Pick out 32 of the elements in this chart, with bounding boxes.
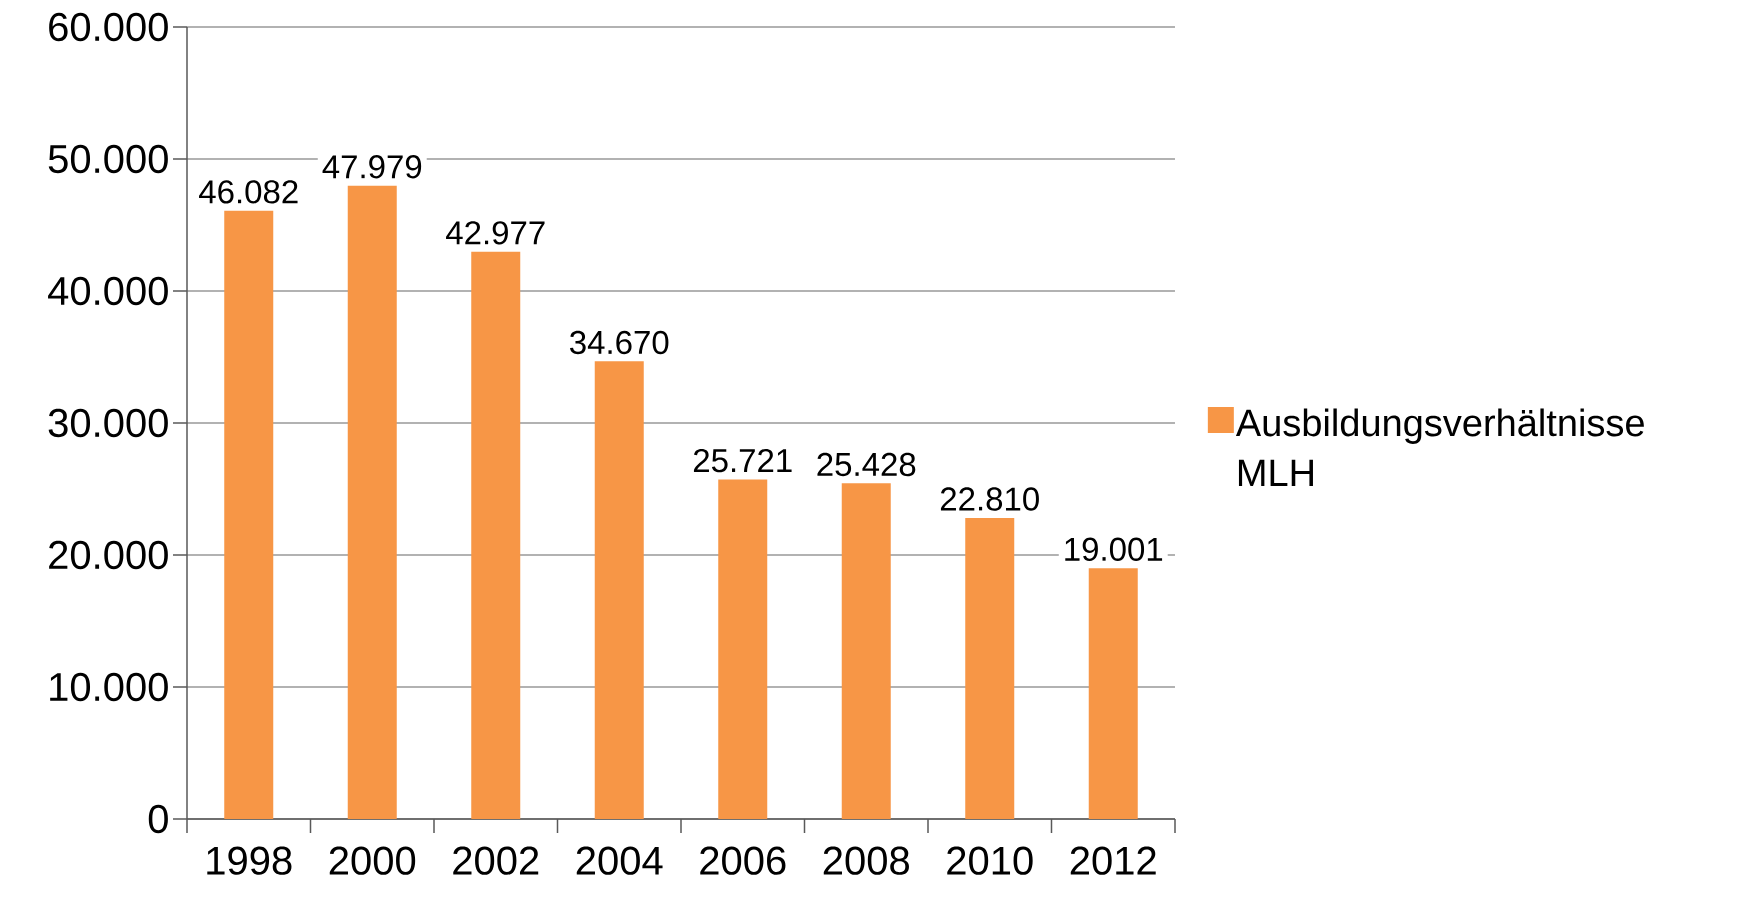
data-label: 25.428	[817, 452, 916, 477]
bar	[471, 251, 521, 819]
y-tick-label: 10.000	[50, 672, 168, 702]
bar	[347, 185, 397, 819]
data-label: 46.082	[199, 180, 298, 204]
x-tick-label: 2002	[453, 846, 539, 875]
y-tick-label: 0	[148, 804, 168, 834]
x-tick-label: 2004	[576, 846, 663, 875]
x-tick-label: 2008	[823, 846, 909, 875]
bar	[594, 361, 644, 819]
y-tick-label: 40.000	[48, 276, 168, 306]
bar	[1088, 568, 1138, 819]
bar	[718, 479, 768, 819]
bar	[841, 483, 891, 819]
bar	[965, 517, 1015, 819]
data-label: 34.670	[570, 330, 669, 355]
x-tick-label: 2012	[1070, 846, 1156, 875]
data-label: 22.810	[940, 487, 1039, 511]
data-label: 25.721	[693, 448, 792, 473]
data-label: 47.979	[322, 155, 422, 179]
x-tick-label: 2000	[329, 846, 416, 875]
x-tick-label: 2010	[947, 846, 1033, 875]
x-tick-label: 1998	[207, 846, 292, 875]
x-tick-label: 2006	[700, 846, 786, 875]
legend-label: Ausbildungsverhältnisse MLH	[1235, 408, 1644, 487]
data-label: 42.977	[446, 221, 545, 245]
y-tick-label: 60.000	[49, 12, 168, 42]
data-label: 19.001	[1065, 537, 1163, 561]
y-tick-label: 50.000	[48, 144, 168, 174]
y-tick-label: 20.000	[49, 540, 168, 570]
bar	[224, 210, 274, 819]
y-tick-label: 30.000	[48, 408, 168, 438]
